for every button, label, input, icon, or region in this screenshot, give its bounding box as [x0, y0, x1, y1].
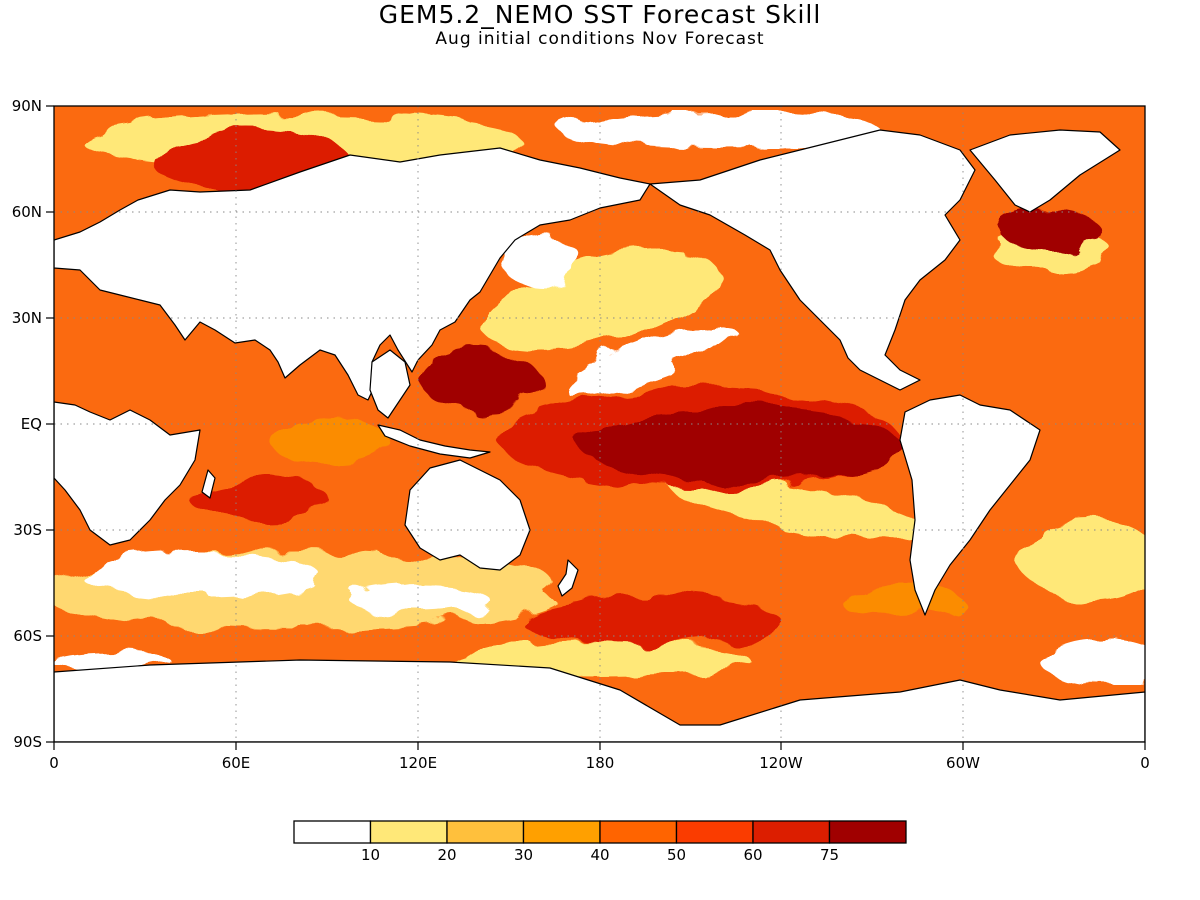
- latitude-labels: 90N 60N 30N EQ 30S 60S 90S: [12, 97, 42, 751]
- lat-label: 30N: [12, 309, 42, 327]
- land-masses: [54, 129, 1145, 742]
- greenland-landmass: [969, 129, 1121, 213]
- colorbar-tick-label: 10: [361, 846, 380, 864]
- colorbar-tick-label: 75: [820, 846, 839, 864]
- colorbar-legend: 10 20 30 40 50 60 75: [293, 820, 907, 864]
- colorbar-swatch: [599, 820, 678, 844]
- south-america-landmass: [899, 394, 1041, 616]
- new-zealand-landmass: [557, 559, 579, 597]
- north-america-landmass: [649, 129, 976, 391]
- lon-label: 0: [1140, 754, 1150, 772]
- axis-ticks: [46, 105, 1146, 750]
- australia-landmass: [404, 459, 531, 571]
- eurasia-landmass: [54, 147, 651, 401]
- map-subtitle: Aug initial conditions Nov Forecast: [435, 29, 765, 49]
- lon-label: 0: [49, 754, 59, 772]
- lon-label: 60E: [222, 754, 251, 772]
- colorbar-tick-label: 60: [743, 846, 762, 864]
- colorbar-swatch: [675, 820, 754, 844]
- map-title: GEM5.2_NEMO SST Forecast Skill: [378, 0, 822, 29]
- colorbar-swatch: [293, 820, 372, 844]
- colorbar-tick-label: 50: [667, 846, 686, 864]
- lat-label: 90S: [13, 733, 42, 751]
- skill-field: [54, 106, 1145, 742]
- africa-landmass: [54, 401, 201, 546]
- colorbar-swatch: [752, 820, 831, 844]
- lon-label: 120W: [759, 754, 803, 772]
- colorbar-tick-label: 20: [437, 846, 456, 864]
- lat-label: 30S: [13, 521, 42, 539]
- colorbar-swatch: [369, 820, 448, 844]
- colorbar-tick-label: 30: [514, 846, 533, 864]
- lat-label: 90N: [12, 97, 42, 115]
- longitude-labels: 0 60E 120E 180 120W 60W 0: [49, 754, 1150, 772]
- lat-label: 60S: [13, 627, 42, 645]
- colorbar-swatch: [828, 820, 907, 844]
- lat-label: EQ: [21, 415, 42, 433]
- colorbar-tick-label: 40: [590, 846, 609, 864]
- colorbar-swatch: [522, 820, 601, 844]
- colorbar-swatch: [446, 820, 525, 844]
- madagascar-landmass: [201, 469, 216, 499]
- lon-label: 60W: [946, 754, 980, 772]
- lat-label: 60N: [12, 203, 42, 221]
- lon-label: 180: [586, 754, 615, 772]
- lon-label: 120E: [399, 754, 437, 772]
- antarctica-landmass: [54, 659, 1145, 742]
- indonesia-islands: [377, 424, 491, 459]
- indochina-landmass: [369, 349, 411, 419]
